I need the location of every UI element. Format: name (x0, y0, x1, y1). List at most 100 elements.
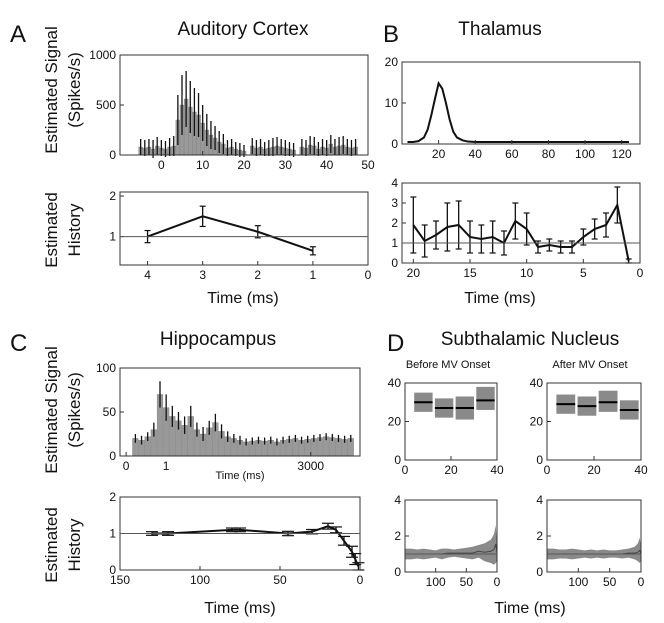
A-history-xtick-label: 4 (144, 268, 151, 282)
B-signal-xtick-label: 100 (575, 147, 595, 161)
C-history-ytick-label: 2 (109, 490, 116, 504)
A-history-xtick-label: 0 (365, 268, 372, 282)
B-signal-frame (401, 61, 641, 145)
D-signal-before-ytick-label: 40 (388, 376, 402, 390)
B-signal-ytick-label: 0 (391, 137, 398, 151)
D-signal-before-xtick-label: 0 (402, 463, 409, 477)
A-history-ytick-label: 1 (109, 230, 116, 244)
panel-c-letter: C (10, 330, 27, 357)
C-signal-xtick-label: 3000 (297, 459, 324, 473)
C-signal-xtick-label: 1 (163, 459, 170, 473)
A-history-xtick-label: 2 (254, 268, 261, 282)
A-history-ytick-label: 2 (109, 189, 116, 203)
C-signal-ytick-label: 100 (96, 361, 116, 375)
D-signal-before-xtick-label: 20 (444, 463, 458, 477)
B-history-xtick-label: 15 (463, 266, 477, 280)
panel-b-title: Thalamus (458, 19, 541, 40)
D-history-after-xtick-label: 0 (638, 575, 645, 589)
A-signal-xtick-label: 10 (196, 158, 210, 172)
D-signal-after-xtick-label: 20 (587, 463, 601, 477)
C-signal-xtick-label: 0 (123, 459, 130, 473)
panel-d-title: Subthalamic Nucleus (441, 329, 619, 350)
D-signal-after-xtick-label: 40 (634, 463, 648, 477)
D-history-after-frame (546, 499, 642, 573)
C-history-xtick-label: 150 (110, 573, 130, 587)
panel-c-signal-ylabel: Estimated Signal (42, 346, 61, 474)
C-history-ytick-label: 0 (109, 563, 116, 577)
D-history-after-ytick-label: 2 (536, 529, 543, 543)
panel-a-xlabel: Time (ms) (207, 290, 278, 307)
D-history-after-xtick-label: 100 (568, 575, 588, 589)
A-signal-xtick-label: 50 (361, 158, 375, 172)
B-history-ytick-label: 2 (391, 216, 398, 230)
D-history-before-xtick-label: 100 (426, 575, 446, 589)
D-history-before-confidence-band (405, 525, 497, 565)
A-history-frame (119, 191, 369, 266)
D-signal-after-ytick-label: 20 (530, 415, 544, 429)
B-history-xtick-label: 10 (520, 266, 534, 280)
A-history-series-line (147, 215, 314, 252)
panel-d-after-label: After MV Onset (552, 359, 627, 371)
panel-c-signal-ylabel-units: (Spikes/s) (65, 372, 84, 448)
panel-c-inner-xlabel: Time (ms) (215, 470, 264, 482)
B-history-ytick-label: 3 (391, 196, 398, 210)
A-signal-xtick-label: 30 (279, 158, 293, 172)
panel-d-xlabel: Time (ms) (494, 600, 565, 617)
B-signal-xtick-label: 80 (542, 147, 556, 161)
panel-c-title: Hippocampus (160, 329, 276, 350)
B-history-xtick-label: 20 (407, 266, 421, 280)
D-signal-after-ytick-label: 40 (530, 376, 544, 390)
D-signal-before-ytick-label: 20 (388, 415, 402, 429)
panel-a-signal-ylabel: Estimated Signal (42, 26, 61, 154)
D-history-after-confidence-band (547, 537, 641, 563)
B-signal-ytick-label: 10 (385, 96, 399, 110)
panel-a-history-ylabel-2: History (65, 203, 84, 256)
D-history-after-ytick-label: 4 (536, 493, 543, 507)
A-history-xtick-label: 3 (199, 268, 206, 282)
panel-c-xlabel: Time (ms) (204, 600, 275, 617)
B-history-frame (401, 182, 641, 264)
D-history-after-ytick-label: 0 (536, 565, 543, 579)
panel-a-history-ylabel: Estimated (42, 192, 61, 268)
A-signal-xtick-label: 40 (320, 158, 334, 172)
panel-a-title: Auditory Cortex (178, 19, 309, 40)
D-history-before-frame (404, 499, 498, 573)
D-history-before-ytick-label: 2 (394, 529, 401, 543)
C-signal-ytick-label: 50 (103, 405, 117, 419)
C-history-xtick-label: 50 (273, 573, 287, 587)
B-signal-ytick-label: 20 (385, 55, 399, 69)
B-history-ytick-label: 1 (391, 236, 398, 250)
B-signal-xtick-label: 60 (505, 147, 519, 161)
A-signal-xtick-label: 0 (158, 158, 165, 172)
B-history-ytick-label: 0 (391, 256, 398, 270)
panel-b-letter: B (383, 21, 399, 48)
B-history-xtick-label: 5 (580, 266, 587, 280)
C-history-xtick-label: 100 (190, 573, 210, 587)
C-history-ytick-label: 1 (109, 527, 116, 541)
panel-c-history-ylabel: Estimated (42, 507, 61, 583)
D-signal-after-xtick-label: 0 (544, 463, 551, 477)
C-history-series-line (152, 525, 360, 567)
panel-a-signal-ylabel-units: (Spikes/s) (65, 52, 84, 128)
D-signal-before-box (476, 386, 495, 410)
D-history-before-ytick-label: 4 (394, 493, 401, 507)
B-signal-xtick-label: 20 (432, 147, 446, 161)
A-history-xtick-label: 1 (310, 268, 317, 282)
D-signal-before-ytick-label: 0 (394, 453, 401, 467)
panel-c-history-ylabel-2: History (65, 518, 84, 571)
A-signal-xtick-label: 20 (237, 158, 251, 172)
D-signal-after-ytick-label: 0 (536, 453, 543, 467)
A-signal-ytick-label: 1000 (89, 48, 116, 62)
D-history-before-xtick-label: 50 (460, 575, 474, 589)
C-history-xtick-label: 0 (357, 573, 364, 587)
D-history-before-xtick-label: 0 (494, 575, 501, 589)
B-history-ytick-label: 4 (391, 176, 398, 190)
B-history-xtick-label: 0 (637, 266, 644, 280)
A-signal-ytick-label: 0 (109, 148, 116, 162)
B-signal-xtick-label: 120 (612, 147, 632, 161)
panel-a-letter: A (10, 21, 26, 48)
A-signal-ytick-label: 500 (96, 98, 116, 112)
panel-b-xlabel: Time (ms) (464, 290, 535, 307)
